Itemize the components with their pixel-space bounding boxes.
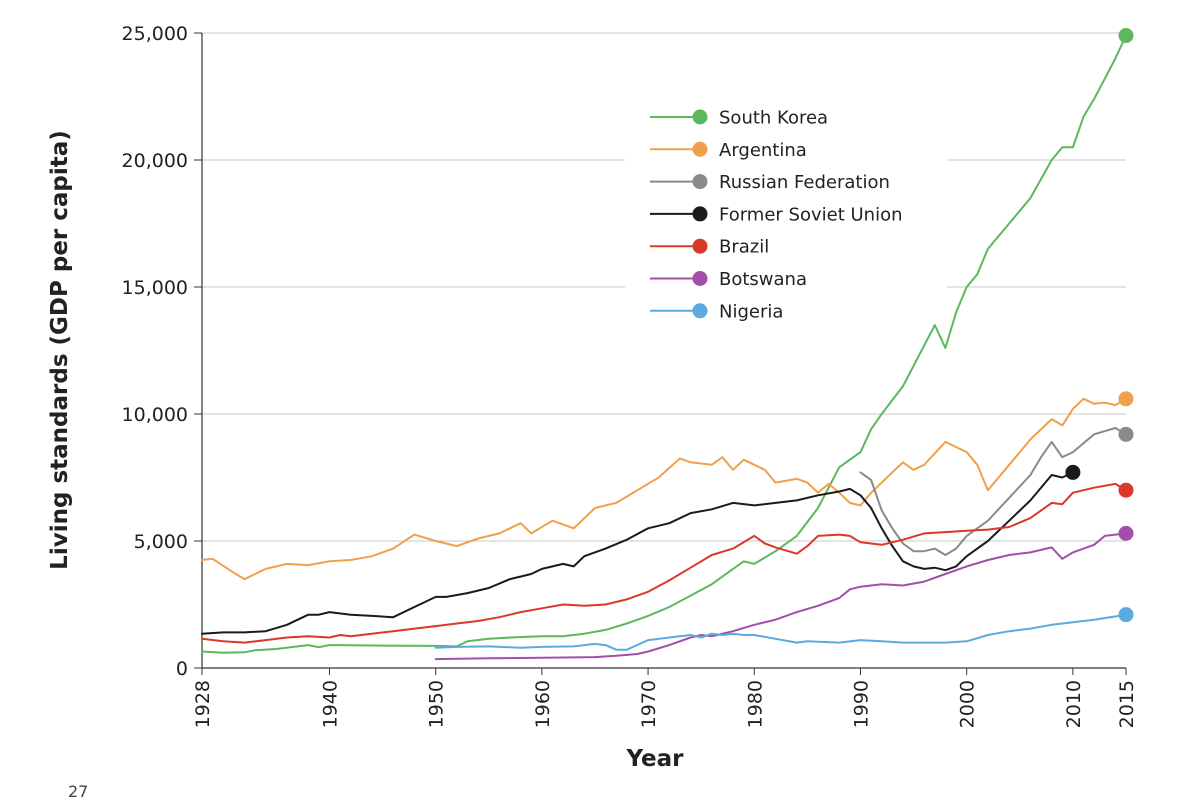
x-tick-label-1940: 1940 [319, 680, 341, 728]
series-line-south-korea [201, 34, 1127, 654]
legend-marker-brazil [692, 238, 708, 254]
legend-item-brazil: Brazil [650, 237, 769, 258]
x-tick-label-2015: 2015 [1116, 680, 1138, 728]
legend-label-botswana: Botswana [719, 269, 807, 290]
y-tick-label-0: 0 [176, 658, 188, 680]
end-marker-brazil [1118, 482, 1134, 498]
legend-marker-former-soviet-union [692, 206, 708, 222]
y-tick-label-20000: 20,000 [122, 150, 188, 172]
x-tick-label-1970: 1970 [638, 680, 660, 728]
page-number: 27 [68, 782, 89, 801]
x-tick-label-1928: 1928 [192, 680, 214, 728]
end-marker-south-korea [1118, 28, 1134, 44]
end-markers [1065, 28, 1134, 623]
legend-item-russian-federation: Russian Federation [650, 172, 890, 193]
legend-item-argentina: Argentina [650, 140, 807, 161]
x-tick-label-1990: 1990 [850, 680, 872, 728]
series-line-russian-federation [859, 427, 1127, 556]
legend-label-south-korea: South Korea [719, 108, 828, 129]
x-tick-label-1960: 1960 [532, 680, 554, 728]
legend-item-south-korea: South Korea [650, 108, 828, 129]
legend-marker-nigeria [692, 303, 708, 319]
end-marker-nigeria [1118, 607, 1134, 623]
x-tick-label-1950: 1950 [426, 680, 448, 728]
legend: South Korea Argentina Russian Federation Fo… [650, 108, 903, 322]
y-axis-title: Living standards (GDP per capita) [47, 130, 73, 570]
y-tick-label-5000: 5,000 [134, 531, 188, 553]
legend-marker-botswana [692, 271, 708, 286]
series-line-former-soviet-union [201, 471, 1074, 635]
legend-marker-russian-federation [692, 174, 708, 190]
end-marker-argentina [1118, 391, 1134, 407]
y-tick-label-25000: 25,000 [122, 23, 188, 45]
axes [194, 32, 1127, 675]
legend-background [625, 100, 947, 330]
x-tick-label-2000: 2000 [957, 680, 979, 728]
y-tick-label-10000: 10,000 [122, 404, 188, 426]
legend-label-russian-federation: Russian Federation [719, 172, 890, 193]
legend-box [625, 100, 947, 330]
legend-label-brazil: Brazil [719, 237, 769, 258]
series-line-botswana [434, 532, 1127, 661]
end-marker-former-soviet-union [1065, 464, 1081, 480]
x-tick-label-2010: 2010 [1063, 680, 1085, 728]
legend-label-former-soviet-union: Former Soviet Union [719, 204, 903, 225]
end-marker-botswana [1118, 525, 1134, 541]
series-line-brazil [201, 482, 1127, 644]
legend-label-argentina: Argentina [719, 140, 807, 161]
legend-item-former-soviet-union: Former Soviet Union [650, 204, 903, 225]
x-axis-title: Year [625, 746, 684, 772]
x-tick-label-1980: 1980 [744, 680, 766, 728]
series-line-nigeria [434, 613, 1127, 651]
tick-labels: 0 5,000 10,000 15,000 20,000 25,000 1928 1940 19… [122, 23, 1138, 728]
legend-label-nigeria: Nigeria [719, 301, 783, 322]
series-lines [201, 34, 1127, 661]
end-marker-russian-federation [1118, 426, 1134, 442]
legend-item-nigeria: Nigeria [650, 301, 783, 322]
legend-marker-argentina [692, 141, 708, 157]
legend-item-botswana: Botswana [650, 269, 807, 290]
series-line-argentina [201, 397, 1127, 581]
legend-marker-south-korea [692, 109, 708, 125]
y-tick-label-15000: 15,000 [122, 277, 188, 299]
